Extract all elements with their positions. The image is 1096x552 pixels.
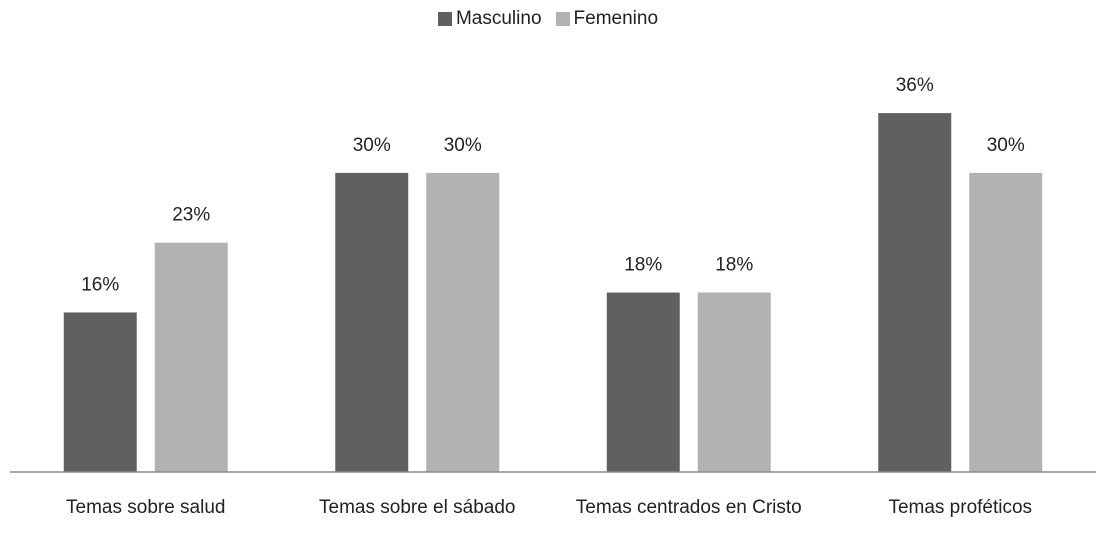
data-label: 36% bbox=[896, 75, 934, 96]
x-tick-label: Temas centrados en Cristo bbox=[575, 497, 802, 518]
bar bbox=[63, 312, 137, 472]
legend-label: Masculino bbox=[455, 8, 542, 29]
data-label: 30% bbox=[444, 135, 482, 156]
bar bbox=[606, 292, 680, 472]
bar bbox=[878, 113, 952, 472]
data-label: 23% bbox=[172, 205, 210, 226]
legend-item: Femenino bbox=[555, 8, 659, 30]
x-tick-label: Temas proféticos bbox=[888, 497, 1033, 518]
legend-swatch bbox=[555, 12, 570, 26]
data-label: 30% bbox=[353, 135, 391, 156]
bar bbox=[154, 242, 228, 472]
data-label: 30% bbox=[987, 135, 1025, 156]
data-label: 16% bbox=[81, 274, 119, 295]
data-label: 18% bbox=[715, 255, 753, 276]
bar bbox=[697, 292, 771, 472]
legend-swatch bbox=[437, 12, 452, 26]
bar bbox=[969, 172, 1043, 472]
legend-label: Femenino bbox=[573, 8, 659, 29]
data-label: 18% bbox=[624, 255, 662, 276]
x-tick-label: Temas sobre el sábado bbox=[319, 497, 516, 518]
legend-item: Masculino bbox=[437, 8, 542, 30]
x-tick-label: Temas sobre salud bbox=[66, 497, 226, 518]
bar bbox=[426, 172, 500, 472]
legend: Masculino Femenino bbox=[0, 8, 1096, 30]
bar bbox=[335, 172, 409, 472]
